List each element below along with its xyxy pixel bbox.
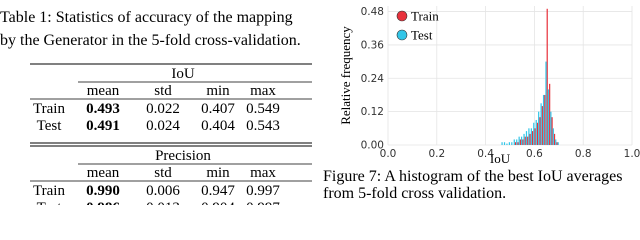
x-tick-label: 0.8 <box>575 148 592 160</box>
cell: 0.990 <box>86 183 120 199</box>
bar <box>550 111 552 145</box>
cell: 0.947 <box>201 183 235 199</box>
bar <box>555 139 557 145</box>
bar <box>522 139 524 145</box>
bar <box>542 94 545 145</box>
bar <box>516 139 518 145</box>
bar <box>511 142 513 145</box>
y-tick-label: 0.00 <box>361 140 384 152</box>
bar <box>545 61 547 145</box>
bar <box>534 128 536 145</box>
bar <box>552 128 554 145</box>
bar <box>546 8 548 146</box>
cell: 0.022 <box>146 101 180 117</box>
bar <box>544 94 546 145</box>
x-tick-label: 0.0 <box>380 148 397 160</box>
bar <box>547 89 550 145</box>
legend-marker <box>396 10 408 22</box>
bar <box>535 119 537 145</box>
y-tick-label: 0.48 <box>361 6 384 18</box>
y-tick-label: 0.12 <box>361 106 384 118</box>
cell: 0.013 <box>146 200 180 205</box>
cell: 0.407 <box>201 101 235 117</box>
cell: 0.543 <box>246 118 280 134</box>
figure-caption: Figure 7: A histogram of the best IoU av… <box>323 168 623 185</box>
bar <box>557 142 559 145</box>
figure-caption: from 5-fold cross validation. <box>323 185 506 202</box>
cell: 0.404 <box>201 118 235 134</box>
column-header: mean <box>87 165 120 181</box>
bar <box>523 133 525 145</box>
row-label: Test <box>37 200 63 205</box>
x-axis-label: IoU <box>490 151 511 166</box>
row-label: Test <box>37 118 63 134</box>
bar <box>520 136 523 145</box>
cell: 0.997 <box>246 183 280 199</box>
bar <box>503 142 506 145</box>
column-header: max <box>250 165 276 181</box>
bar <box>541 106 543 145</box>
cell: 0.493 <box>86 101 120 117</box>
table-caption: Table 1: Statistics of accuracy of the m… <box>0 9 293 26</box>
cell: 0.986 <box>86 200 120 205</box>
column-header: max <box>250 83 276 99</box>
bar <box>525 131 528 145</box>
bar <box>514 142 517 145</box>
cell: 0.491 <box>86 118 120 134</box>
column-header: min <box>206 83 230 99</box>
bar <box>517 142 519 145</box>
column-header: mean <box>87 83 120 99</box>
bar <box>524 136 526 145</box>
bar <box>536 122 539 145</box>
bar <box>518 136 520 145</box>
y-tick-label: 0.24 <box>361 73 385 85</box>
column-header: min <box>206 165 230 181</box>
bar <box>527 136 529 145</box>
cell: 0.904 <box>201 200 235 205</box>
bar <box>501 142 503 145</box>
bar <box>513 139 515 145</box>
legend-marker <box>396 29 408 41</box>
column-header: std <box>154 165 172 181</box>
bar <box>530 128 532 145</box>
legend-label: Train <box>411 9 439 24</box>
cell: 0.024 <box>146 118 180 134</box>
bar <box>538 111 540 145</box>
row-label: Train <box>33 183 65 199</box>
x-tick-label: 0.4 <box>477 148 494 160</box>
row-label: Train <box>33 101 65 117</box>
bar <box>519 139 521 145</box>
cell: 0.006 <box>146 183 180 199</box>
bar <box>506 143 508 145</box>
bar <box>553 133 556 145</box>
bar <box>556 142 558 145</box>
bar <box>533 122 535 145</box>
y-tick-label: 0.36 <box>361 39 385 51</box>
bar <box>508 142 510 145</box>
bar <box>531 131 534 145</box>
bar <box>529 133 531 145</box>
column-header: std <box>154 83 172 99</box>
section-title: IoU <box>171 66 194 82</box>
bar <box>551 117 553 145</box>
legend-label: Test <box>411 28 433 43</box>
x-tick-label: 0.2 <box>428 148 445 160</box>
page: Table 1: Statistics of accuracy of the m… <box>0 6 640 205</box>
bar <box>528 128 530 145</box>
y-axis-label: Relative frequency <box>338 26 353 125</box>
bar <box>540 103 542 145</box>
bar <box>539 117 541 145</box>
bar <box>549 83 551 145</box>
cell: 0.549 <box>246 101 280 117</box>
table-caption: by the Generator in the 5-fold cross-val… <box>0 32 301 49</box>
section-title: Precision <box>155 148 211 164</box>
cell: 0.997 <box>246 200 280 205</box>
x-tick-label: 0.6 <box>526 148 543 160</box>
x-tick-label: 1.0 <box>624 148 640 160</box>
